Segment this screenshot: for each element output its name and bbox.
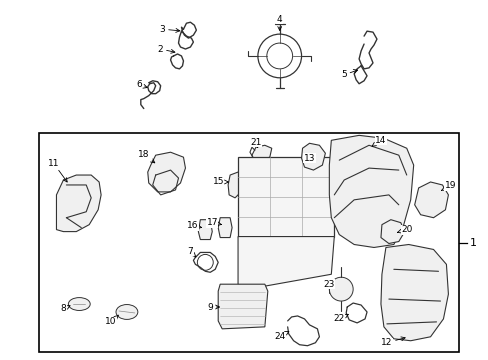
Text: 10: 10 <box>105 315 119 327</box>
Circle shape <box>257 34 301 78</box>
Polygon shape <box>414 182 447 218</box>
Text: 11: 11 <box>48 159 67 182</box>
Text: 23: 23 <box>323 280 334 289</box>
Polygon shape <box>147 152 185 192</box>
Polygon shape <box>380 220 404 243</box>
Text: 19: 19 <box>441 181 455 190</box>
Text: 8: 8 <box>61 305 70 314</box>
Text: 4: 4 <box>276 15 282 31</box>
Ellipse shape <box>116 305 138 319</box>
Text: 17: 17 <box>206 218 221 227</box>
Text: 21: 21 <box>250 138 261 148</box>
Text: 6: 6 <box>136 80 147 89</box>
Text: 20: 20 <box>397 225 411 234</box>
Text: 18: 18 <box>138 150 154 163</box>
Text: 1: 1 <box>469 238 476 248</box>
Polygon shape <box>301 143 325 170</box>
Ellipse shape <box>68 298 90 310</box>
Polygon shape <box>56 175 101 231</box>
Polygon shape <box>328 135 413 247</box>
Polygon shape <box>218 284 267 329</box>
Text: 5: 5 <box>341 69 357 79</box>
Text: 12: 12 <box>381 337 405 347</box>
Text: 22: 22 <box>333 314 347 323</box>
Text: 14: 14 <box>371 136 386 146</box>
Text: 13: 13 <box>303 154 315 163</box>
Circle shape <box>328 277 352 301</box>
Text: 24: 24 <box>274 331 288 341</box>
Polygon shape <box>238 237 334 289</box>
Polygon shape <box>251 145 271 160</box>
Text: 7: 7 <box>187 247 196 257</box>
Bar <box>39 133 458 352</box>
Text: 9: 9 <box>207 302 219 311</box>
Polygon shape <box>228 172 243 198</box>
Text: 16: 16 <box>186 221 201 230</box>
Bar <box>238 157 334 237</box>
Polygon shape <box>198 220 212 239</box>
Polygon shape <box>380 244 447 341</box>
Text: 15: 15 <box>212 177 228 186</box>
Text: 2: 2 <box>158 45 175 54</box>
Text: 3: 3 <box>160 25 180 34</box>
Polygon shape <box>218 218 232 238</box>
